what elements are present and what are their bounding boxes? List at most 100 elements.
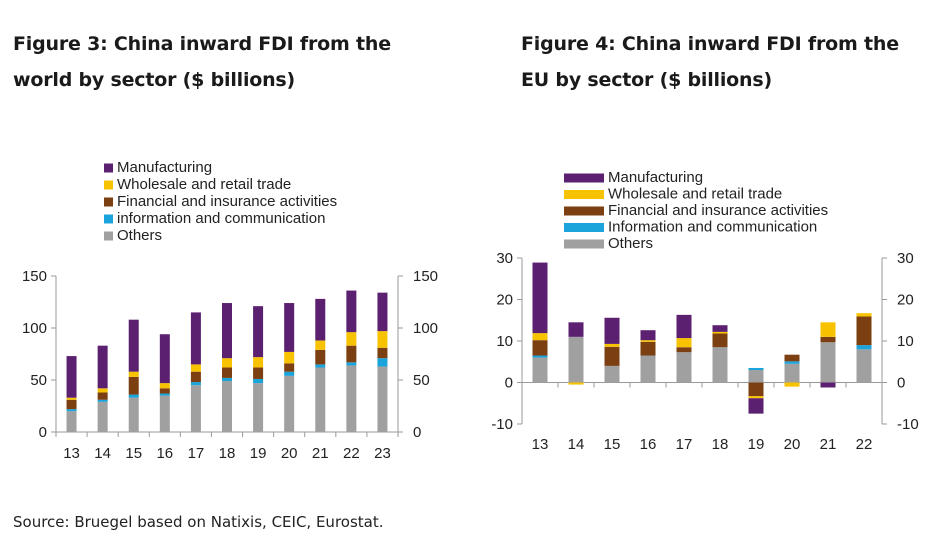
x-tick-label: 17	[676, 436, 693, 453]
bar-segment-info-13	[532, 355, 548, 358]
bar-segment-others-16	[159, 395, 170, 432]
bar-segment-others-19	[748, 370, 764, 383]
bar-segment-wholesale-18	[712, 331, 728, 334]
bar-segment-others-20	[784, 363, 800, 383]
bar-segment-manufacturing-14	[97, 345, 108, 389]
x-tick-label: 21	[820, 436, 837, 453]
bar-segment-wholesale-20	[284, 351, 295, 364]
legend-swatch-info	[564, 223, 604, 232]
bar-segment-manufacturing-21	[820, 382, 836, 388]
legend-swatch-financial	[564, 206, 604, 216]
y-tick-label-right: 100	[413, 320, 438, 337]
legend-label-financial: Financial and insurance activities	[608, 202, 828, 219]
x-tick-label: 13	[532, 436, 549, 453]
bar-segment-info-22	[346, 362, 357, 366]
y-tick-label-right: 0	[413, 424, 421, 441]
bar-segment-others-14	[568, 336, 584, 383]
bar-segment-financial-16	[640, 341, 656, 356]
bar-segment-wholesale-17	[676, 338, 692, 348]
bar-segment-financial-15	[128, 376, 139, 395]
bar-segment-financial-23	[377, 347, 388, 359]
bar-segment-wholesale-14	[568, 382, 584, 385]
bar-segment-wholesale-20	[784, 382, 800, 387]
bar-segment-financial-16	[159, 388, 170, 394]
y-tick-label-left: -10	[491, 416, 513, 433]
x-tick-label: 15	[125, 445, 142, 462]
x-tick-label: 19	[250, 445, 267, 462]
legend-label-financial: Financial and insurance activities	[117, 193, 337, 210]
bar-segment-wholesale-13	[66, 397, 77, 400]
bar-segment-financial-20	[784, 354, 800, 362]
legend-label-others: Others	[608, 235, 653, 252]
bar-segment-wholesale-22	[856, 313, 872, 317]
x-tick-label: 18	[219, 445, 236, 462]
bar-segment-others-17	[190, 385, 201, 432]
legend-swatch-manufacturing	[564, 173, 604, 183]
legend-swatch-others	[104, 231, 113, 241]
bar-segment-manufacturing-17	[190, 312, 201, 365]
bar-segment-financial-15	[604, 346, 620, 366]
bar-segment-others-20	[284, 375, 295, 432]
y-tick-label-left: 150	[22, 268, 47, 285]
x-tick-label: 17	[188, 445, 205, 462]
bar-segment-financial-19	[253, 367, 264, 379]
x-tick-label: 21	[312, 445, 329, 462]
bar-segment-manufacturing-13	[532, 262, 548, 334]
bar-segment-financial-14	[97, 392, 108, 400]
y-tick-label-right: -10	[897, 416, 919, 433]
bar-segment-financial-21	[820, 336, 836, 343]
bar-segment-others-21	[315, 367, 326, 432]
bar-segment-others-15	[604, 365, 620, 383]
bar-segment-manufacturing-18	[222, 303, 232, 359]
figure-3-chart: 0 0 50 50 100 100 150 150 13 14 15 16 17 18 19 20 21 22 23…	[22, 159, 438, 462]
bar-segment-others-14	[97, 401, 108, 432]
bar-segment-financial-18	[222, 367, 232, 378]
bar-segment-manufacturing-16	[640, 330, 656, 341]
bar-segment-wholesale-19	[748, 396, 764, 399]
bar-segment-manufacturing-19	[253, 306, 264, 358]
bar-segment-info-23	[377, 358, 388, 367]
bar-segment-wholesale-18	[222, 358, 232, 368]
legend-swatch-others	[564, 239, 604, 249]
x-tick-label: 18	[712, 436, 729, 453]
legend-swatch-wholesale	[104, 180, 113, 190]
bar-segment-manufacturing-17	[676, 314, 692, 339]
figure-4-title: Figure 4: China inward FDI from the EU b…	[521, 33, 899, 91]
bar-segment-financial-21	[315, 349, 326, 365]
bar-segment-financial-18	[712, 333, 728, 348]
bar-segment-info-15	[128, 394, 139, 398]
bar-segment-manufacturing-15	[128, 319, 139, 372]
bar-segment-financial-13	[66, 399, 77, 410]
bar-segment-others-23	[377, 366, 388, 432]
figure-4-chart: -10 -10 0 0 10 10 20 20 30 30 13 14 15 16 17 18 19 20 21 22…	[491, 169, 918, 453]
y-tick-label-right: 10	[897, 333, 914, 350]
x-tick-label: 14	[568, 436, 585, 453]
bar-segment-others-17	[676, 352, 692, 383]
legend-label-wholesale: Wholesale and retail trade	[117, 176, 291, 193]
y-tick-label-left: 100	[22, 320, 47, 337]
bar-segment-info-22	[856, 345, 872, 350]
bar-segment-financial-22	[856, 316, 872, 346]
bar-segment-wholesale-22	[346, 332, 357, 346]
bar-segment-wholesale-16	[159, 383, 170, 389]
bar-segment-info-14	[97, 399, 108, 402]
x-tick-label: 22	[856, 436, 873, 453]
y-tick-label-right: 20	[897, 292, 914, 309]
legend-swatch-info	[104, 214, 113, 224]
bar-segment-info-20	[784, 361, 800, 364]
y-tick-label-left: 0	[505, 375, 513, 392]
bar-segment-wholesale-16	[640, 340, 656, 342]
legend-label-info: Information and communication	[608, 219, 817, 236]
bar-segment-manufacturing-22	[346, 290, 357, 333]
bar-segment-manufacturing-15	[604, 317, 620, 344]
bar-segment-info-20	[284, 371, 295, 376]
x-tick-label: 23	[374, 445, 391, 462]
bar-segment-manufacturing-19	[748, 398, 764, 414]
bar-segment-others-16	[640, 355, 656, 383]
legend-label-wholesale: Wholesale and retail trade	[608, 186, 782, 203]
bar-segment-manufacturing-13	[66, 356, 77, 398]
legend-swatch-wholesale	[564, 190, 604, 199]
x-tick-label: 14	[94, 445, 111, 462]
legend-swatch-manufacturing	[104, 163, 113, 173]
